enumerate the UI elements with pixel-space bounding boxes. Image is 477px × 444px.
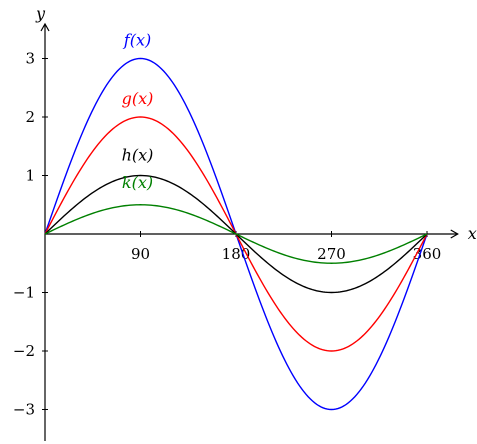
data-point [394,247,396,249]
data-point [362,258,364,260]
data-point [76,204,78,206]
data-point [203,218,205,220]
data-point [107,81,109,83]
series-label-3: h(x) [122,146,154,165]
data-point [76,145,78,147]
data-point [330,408,332,410]
data-point [362,284,364,286]
series-label-4: k(x) [122,173,153,192]
series-labels: f(x) g(x) h(x) k(x) [122,31,154,192]
y-tick-label: 2 [25,108,35,126]
data-point [298,334,300,336]
data-point [267,321,269,323]
data-point [394,321,396,323]
series-label-2: g(x) [122,89,154,108]
series-curves [44,57,428,411]
data-point [171,182,173,184]
y-tick-label: −3 [13,401,35,419]
data-point [203,204,205,206]
series-line-4 [44,204,428,264]
data-point [107,132,109,134]
y-axis-label: y [35,4,46,23]
data-point [394,262,396,264]
y-tick-label: −2 [13,342,35,360]
data-point [298,284,300,286]
data-point [76,218,78,220]
y-tick-label: 3 [25,50,35,68]
axis-ticks: 90 180 270 360 −3 −2 −1 1 2 3 [13,50,441,419]
x-tick-label: 270 [317,245,346,263]
data-point [107,208,109,210]
data-point [298,258,300,260]
x-tick-label: 90 [131,245,150,263]
data-point [426,233,428,235]
data-point [267,262,269,264]
data-point [139,204,141,206]
data-point [139,57,141,59]
data-point [139,116,141,118]
data-point [203,174,205,176]
data-point [235,233,237,235]
data-point [203,145,205,147]
data-point [171,81,173,83]
data-point [330,262,332,264]
data-point [267,291,269,293]
y-tick-label: 1 [25,167,35,185]
data-point [330,291,332,293]
data-point [362,385,364,387]
axes: xy [35,4,477,441]
series-label-1: f(x) [123,31,151,50]
data-point [171,208,173,210]
x-tick-label: 180 [222,245,251,263]
data-point [267,247,269,249]
data-point [298,385,300,387]
x-axis-label: x [468,224,477,243]
data-point [171,132,173,134]
data-point [362,334,364,336]
data-point [76,174,78,176]
x-tick-label: 360 [413,245,442,263]
y-tick-label: −1 [13,284,35,302]
data-point [107,182,109,184]
data-point [44,233,46,235]
data-point [330,350,332,352]
data-point [394,291,396,293]
